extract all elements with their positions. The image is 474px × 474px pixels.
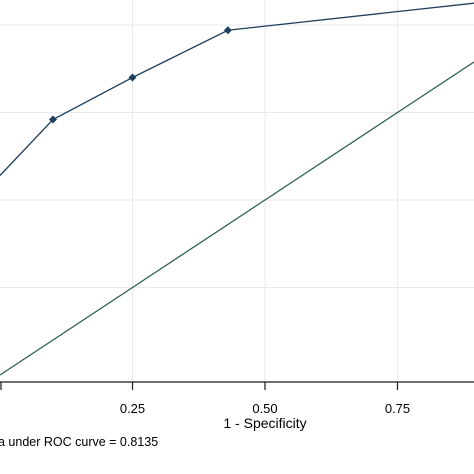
reference-line [0,61,474,376]
roc-point-3 [223,26,232,35]
auc-note: a under ROC curve = 0.8135 [0,435,158,449]
tick-labels: 0.25 0.50 0.75 [120,401,410,416]
series-layer [0,2,474,376]
roc-point-1 [49,115,57,124]
x-tick-label-1: 0.50 [252,401,277,416]
roc-point-2 [128,73,137,82]
x-tick-label-2: 0.75 [385,401,410,416]
x-axis [0,381,474,390]
x-axis-title: 1 - Specificity [223,415,306,431]
grid-lines [0,0,474,382]
x-tick-label-0: 0.25 [120,401,145,416]
